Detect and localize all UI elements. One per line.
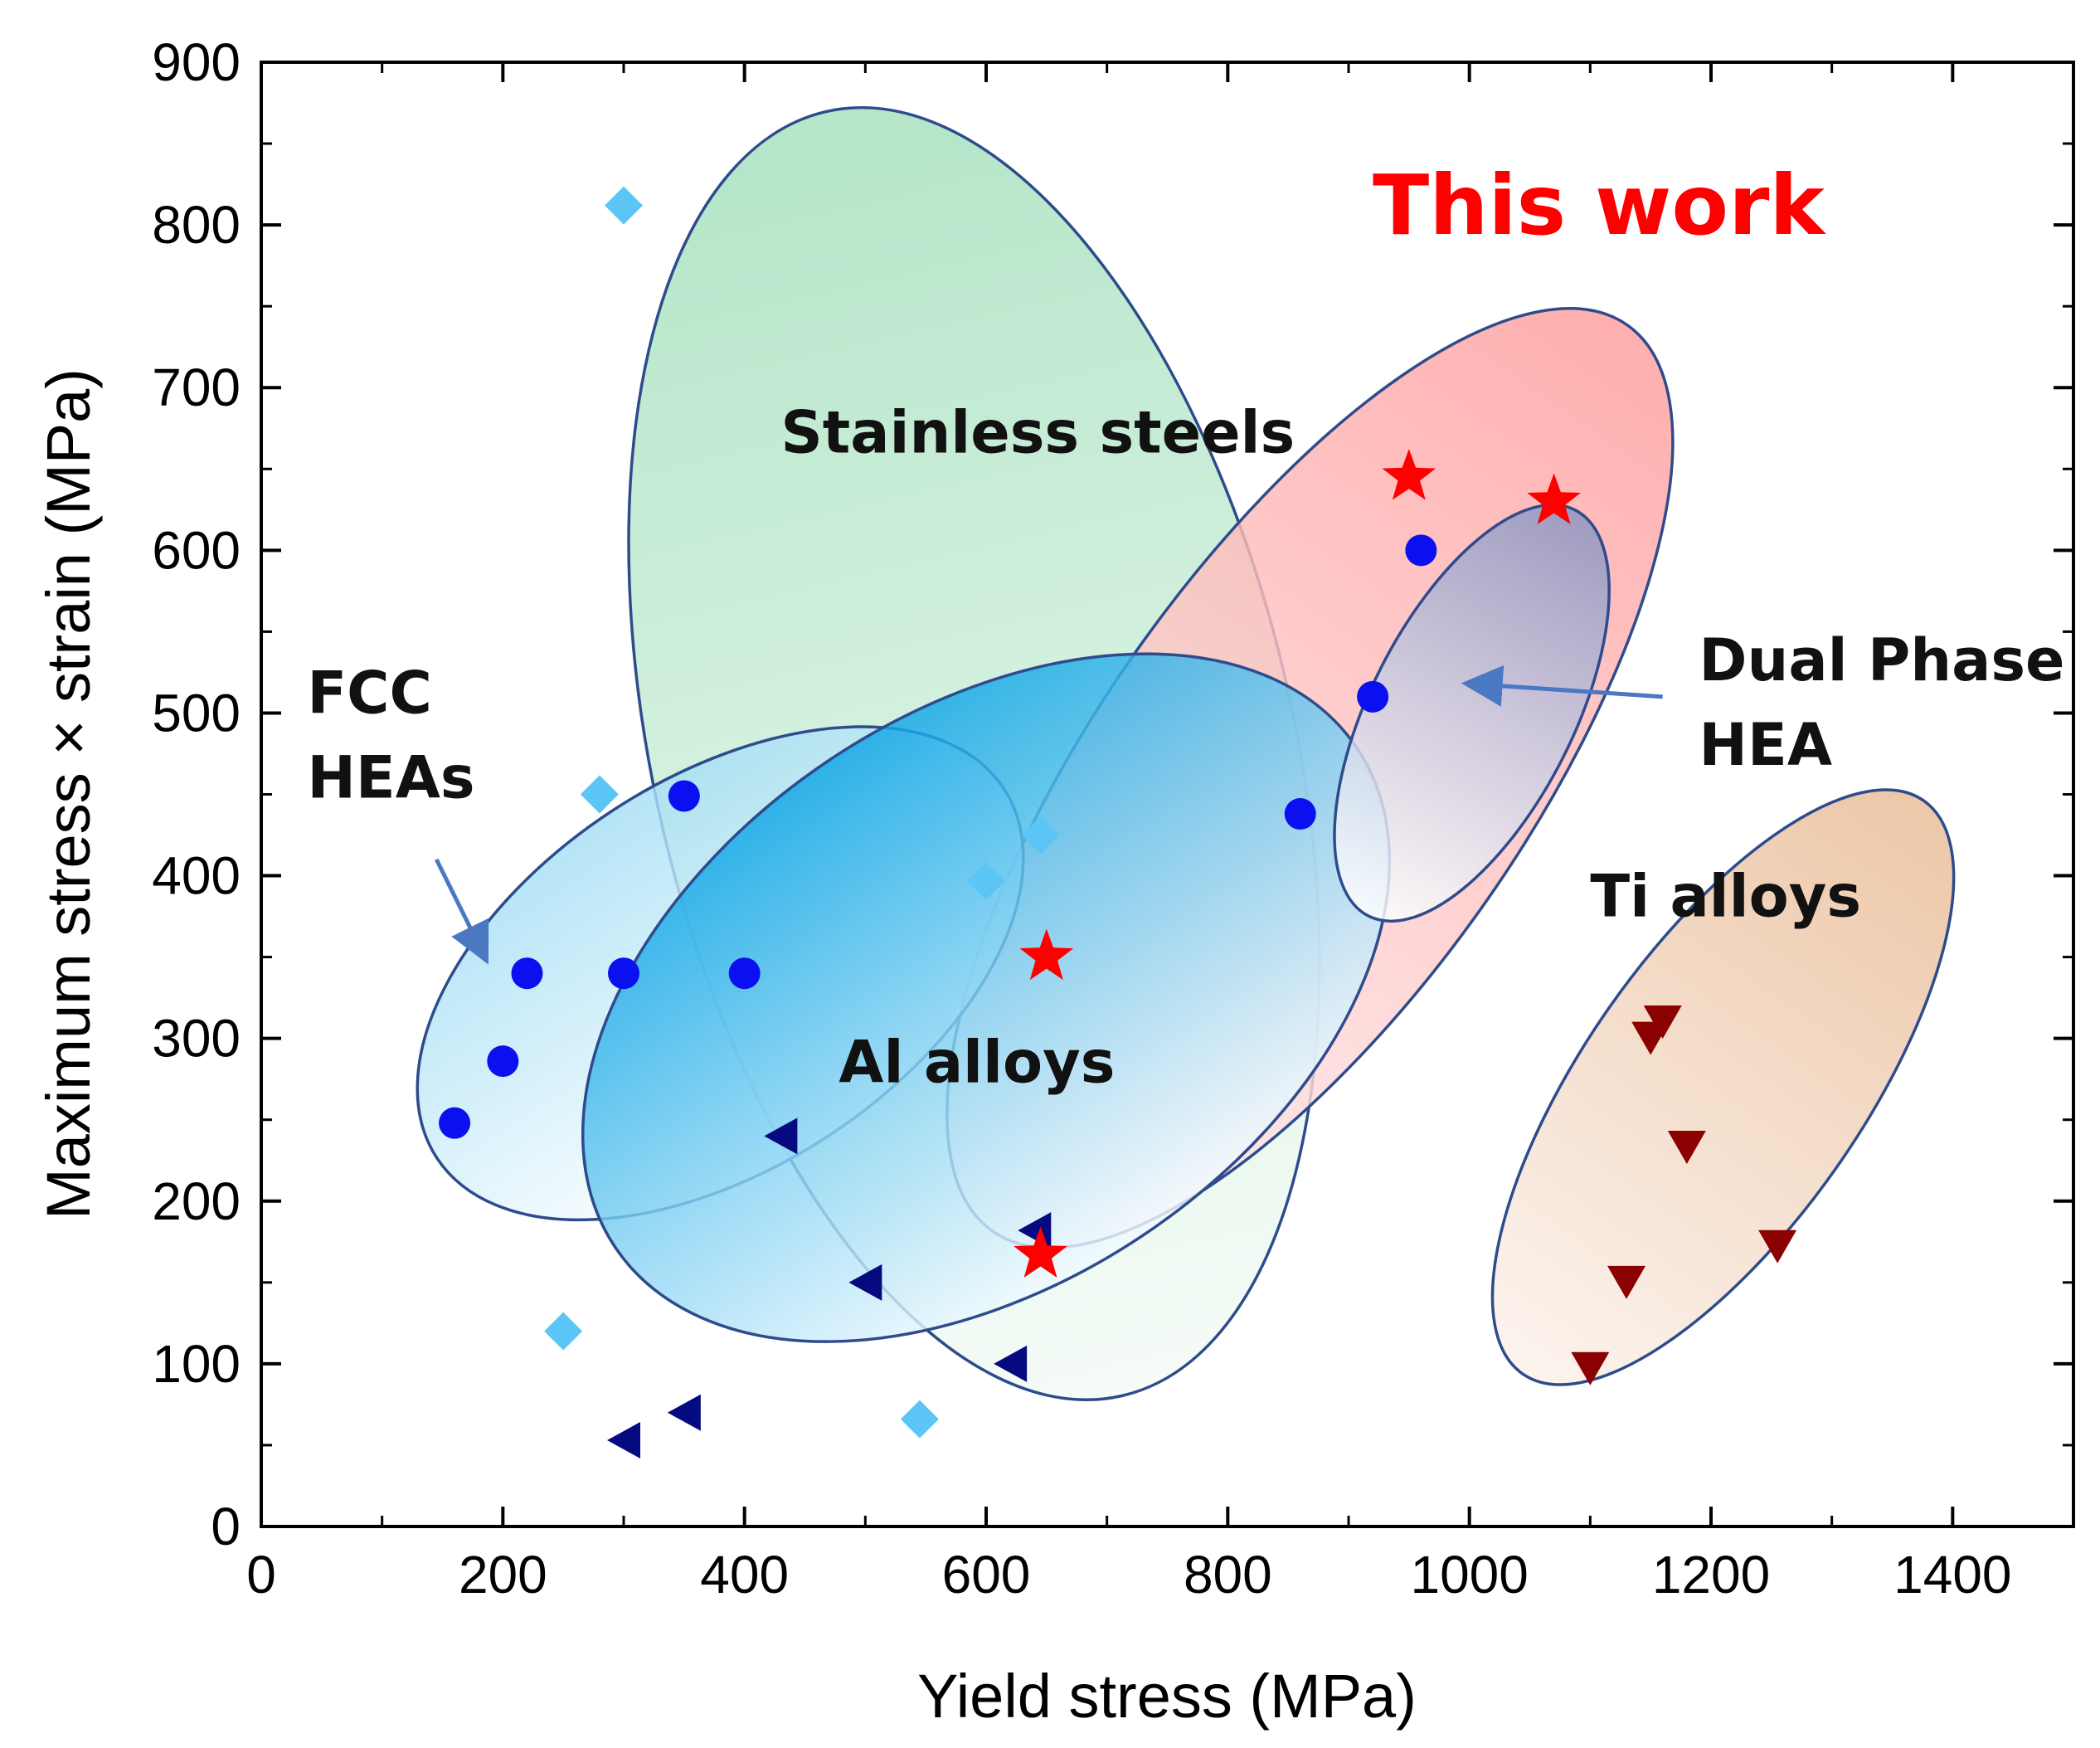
- point-stainless-steels: [1021, 816, 1060, 855]
- point-fcc-heas: [728, 957, 761, 990]
- x-axis-title: Yield stress (MPa): [917, 1662, 1417, 1731]
- ti-alloys-label: Ti alloys: [1590, 863, 1861, 931]
- this-work-label: This work: [1373, 157, 1826, 254]
- stainless-steels-label: Stainless steels: [780, 399, 1295, 467]
- point-this-work: [1014, 1226, 1067, 1278]
- y-tick-label: 800: [152, 195, 241, 255]
- labels-layer: Stainless steels Ti alloys Al alloys FCC HEA…: [307, 399, 2064, 1097]
- y-tick-label: 700: [152, 358, 241, 417]
- dual-phase-hea-label-line: HEA: [1699, 711, 1832, 779]
- y-tick-label: 900: [152, 32, 241, 92]
- point-stainless-steels: [605, 186, 643, 225]
- point-fcc-heas: [1284, 798, 1316, 830]
- point-ti-alloys: [1643, 1005, 1682, 1040]
- point-ti-alloys: [1667, 1131, 1706, 1165]
- point-stainless-steels: [900, 1400, 939, 1439]
- point-fcc-heas: [1405, 534, 1437, 567]
- y-tick-label: 100: [152, 1334, 241, 1394]
- axis-ticks: 0 200 400 600 800 1000 1200 1400 0 100 200 300 400 50…: [152, 32, 2073, 1604]
- x-tick-label: 600: [942, 1545, 1031, 1604]
- dual-phase-hea-label-line: Dual Phase: [1699, 626, 2064, 694]
- x-tick-label: 0: [246, 1545, 276, 1604]
- points-layer: [439, 186, 1797, 1459]
- x-tick-label: 400: [700, 1545, 789, 1604]
- dual-phase-hea-arrow: [1461, 665, 1663, 707]
- x-tick-label: 1000: [1410, 1545, 1528, 1604]
- point-al-alloys: [764, 1117, 798, 1155]
- point-this-work: [1382, 449, 1436, 500]
- point-fcc-heas: [668, 780, 700, 812]
- region-dual-phase-hea-inner: [1333, 503, 1611, 923]
- point-fcc-heas: [439, 1107, 471, 1139]
- point-this-work: [1527, 473, 1581, 524]
- point-stainless-steels: [580, 775, 619, 814]
- y-tick-label: 600: [152, 520, 241, 580]
- point-fcc-heas: [1357, 680, 1389, 713]
- point-stainless-steels: [967, 861, 1005, 900]
- y-tick-label: 200: [152, 1171, 241, 1231]
- regions-layer: [416, 105, 1956, 1401]
- point-fcc-heas: [608, 957, 639, 990]
- point-al-alloys: [667, 1394, 701, 1431]
- x-tick-label: 1200: [1652, 1545, 1770, 1604]
- x-tick-label: 800: [1184, 1545, 1272, 1604]
- point-al-alloys: [994, 1345, 1028, 1382]
- x-tick-label: 1400: [1893, 1545, 2011, 1604]
- fcc-heas-label-line: HEAs: [307, 743, 474, 811]
- y-tick-label: 0: [211, 1497, 241, 1556]
- point-ti-alloys: [1571, 1351, 1610, 1385]
- y-tick-label: 500: [152, 683, 241, 743]
- fcc-heas-arrow: [434, 858, 489, 965]
- arrows-layer: [434, 665, 1663, 965]
- point-stainless-steels: [544, 1312, 583, 1351]
- y-tick-label: 400: [152, 846, 241, 906]
- point-fcc-heas: [487, 1045, 519, 1078]
- point-al-alloys: [848, 1264, 882, 1301]
- point-this-work: [1019, 928, 1074, 981]
- fcc-heas-label-line: FCC: [307, 659, 432, 727]
- point-al-alloys: [607, 1422, 640, 1459]
- y-tick-label: 300: [152, 1009, 241, 1069]
- point-fcc-heas: [511, 957, 543, 990]
- x-tick-label: 200: [459, 1545, 547, 1604]
- al-alloys-label: Al alloys: [839, 1029, 1115, 1097]
- point-ti-alloys: [1758, 1229, 1797, 1264]
- point-ti-alloys: [1607, 1265, 1646, 1299]
- region-ti-alloys: [1490, 788, 1956, 1386]
- y-axis-title: Maximum stress × strain (MPa): [34, 368, 103, 1220]
